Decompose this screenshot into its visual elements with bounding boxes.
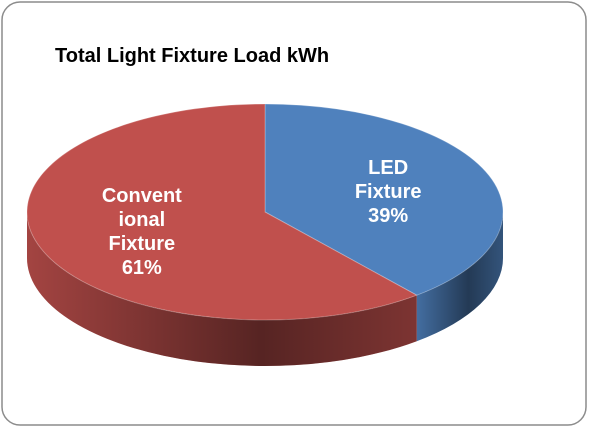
data-label-box: Conventional Fixture 61% (92, 172, 192, 292)
value-label: 61% (121, 257, 162, 280)
category-label: LED Fixture (354, 156, 422, 203)
slice (264, 103, 504, 296)
data-label-box: LED Fixture 39% (338, 132, 438, 252)
slice (26, 103, 418, 321)
chart-title: Total Light Fixture Load kWh (55, 45, 329, 67)
slice-side-shade (416, 212, 503, 342)
category-label: Conventional Fixture (101, 185, 182, 256)
slice-side-shade (27, 212, 417, 366)
value-label: 39% (368, 204, 409, 227)
